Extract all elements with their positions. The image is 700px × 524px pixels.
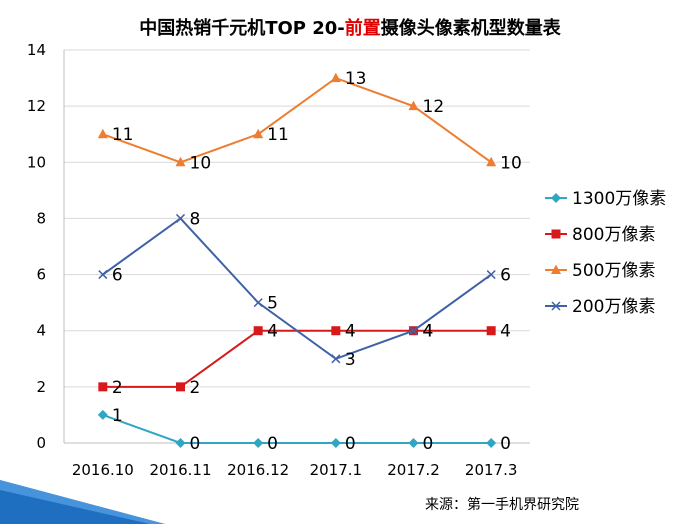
x-tick-label: 2017.2 xyxy=(387,461,440,479)
data-point-s200 xyxy=(408,326,419,336)
data-label-s800: 4 xyxy=(423,322,434,342)
y-tick-label: 12 xyxy=(27,97,46,115)
y-tick-label: 10 xyxy=(27,153,46,171)
data-point-s1300 xyxy=(486,438,497,448)
data-point-s200 xyxy=(331,354,341,364)
legend-label-s500: 500万像素 xyxy=(572,261,655,281)
data-label-s200: 6 xyxy=(112,266,123,286)
data-point-s500 xyxy=(330,72,341,83)
corner-swoosh-highlight xyxy=(0,480,165,524)
data-label-s1300: 0 xyxy=(423,434,434,454)
data-point-s1300 xyxy=(97,409,108,420)
series-line-s500 xyxy=(102,76,492,164)
data-label-s500: 10 xyxy=(190,153,212,173)
data-label-s200: 3 xyxy=(345,350,356,370)
data-label-s800: 4 xyxy=(345,322,356,342)
x-tick-label: 2016.10 xyxy=(72,461,134,479)
chart-title-part2: 摄像头像素机型数量表 xyxy=(380,18,561,39)
y-tick-label: 0 xyxy=(36,434,46,452)
legend-label-s200: 200万像素 xyxy=(572,297,655,317)
source-note: 来源：第一手机界研究院 xyxy=(425,497,579,513)
data-point-s200 xyxy=(175,213,186,223)
data-label-s1300: 0 xyxy=(500,434,511,454)
legend-marker-s200 xyxy=(551,301,561,311)
data-label-s800: 4 xyxy=(267,322,278,342)
data-label-s200: 4 xyxy=(423,322,434,342)
x-tick-label: 2016.11 xyxy=(149,461,211,479)
legend-marker-s500 xyxy=(551,264,561,274)
data-label-s800: 4 xyxy=(500,322,511,342)
data-point-s800 xyxy=(98,382,108,392)
data-point-s500 xyxy=(97,128,108,139)
legend-label-s800: 800万像素 xyxy=(572,225,655,245)
legend-label-s1300: 1300万像素 xyxy=(572,189,666,209)
data-label-s200: 6 xyxy=(500,266,511,286)
series-line-s200 xyxy=(102,217,492,360)
data-point-s1300 xyxy=(330,438,341,448)
data-label-s200: 8 xyxy=(190,209,201,229)
data-point-s800 xyxy=(331,326,341,336)
data-point-s500 xyxy=(253,128,264,139)
data-point-s800 xyxy=(486,326,496,336)
y-tick-label: 2 xyxy=(36,378,46,396)
data-label-s500: 10 xyxy=(500,153,522,173)
data-point-s1300 xyxy=(175,438,186,448)
x-tick-label: 2016.12 xyxy=(227,461,289,479)
y-tick-label: 6 xyxy=(36,266,46,284)
data-point-s1300 xyxy=(253,438,264,448)
data-point-s200 xyxy=(253,298,263,308)
data-point-s500 xyxy=(486,156,497,167)
data-point-s200 xyxy=(98,270,108,280)
data-label-s1300: 1 xyxy=(112,406,123,426)
data-label-s800: 2 xyxy=(112,378,123,398)
y-tick-label: 14 xyxy=(27,41,46,59)
data-label-s1300: 0 xyxy=(267,434,278,454)
chart-title: 中国热销千元机TOP 20-前置摄像头像素机型数量表 xyxy=(0,14,700,40)
data-label-s800: 2 xyxy=(190,378,201,398)
data-label-s500: 13 xyxy=(345,69,367,89)
data-point-s800 xyxy=(176,382,185,392)
x-tick-label: 2017.3 xyxy=(465,461,518,479)
series-line-s1300 xyxy=(102,413,492,444)
data-label-s200: 5 xyxy=(267,294,278,314)
y-tick-label: 4 xyxy=(36,322,46,340)
data-label-s1300: 0 xyxy=(345,434,356,454)
data-label-s1300: 0 xyxy=(190,434,201,454)
data-point-s500 xyxy=(408,100,419,111)
chart-title-part1: 中国热销千元机TOP 20- xyxy=(139,18,345,39)
data-point-s500 xyxy=(175,156,186,167)
data-point-s800 xyxy=(253,326,263,336)
chart-title-highlight: 前置 xyxy=(344,18,381,39)
data-label-s500: 12 xyxy=(423,97,445,117)
legend-marker-s800 xyxy=(551,229,561,239)
legend-marker-s1300 xyxy=(551,193,561,203)
data-label-s500: 11 xyxy=(112,125,134,145)
y-tick-label: 8 xyxy=(36,209,46,227)
x-tick-label: 2017.1 xyxy=(310,461,363,479)
data-point-s200 xyxy=(486,270,496,280)
data-label-s500: 11 xyxy=(267,125,289,145)
data-point-s1300 xyxy=(408,438,419,448)
